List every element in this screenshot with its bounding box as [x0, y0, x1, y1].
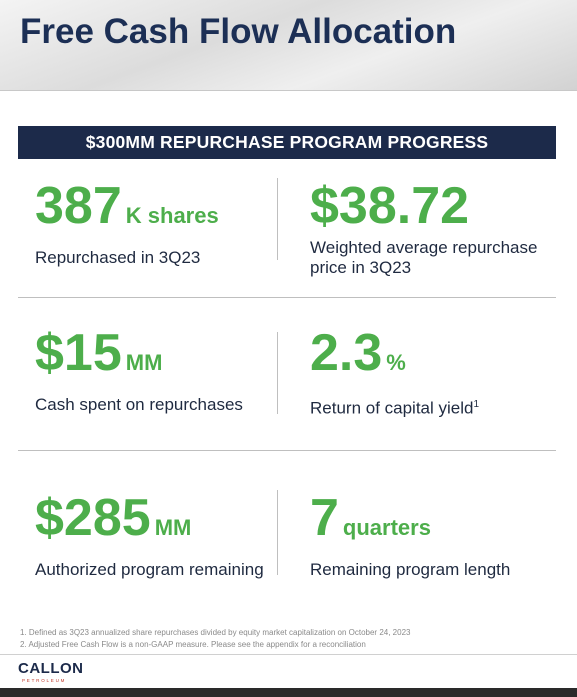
metric-value: $285: [35, 489, 151, 547]
metric: 7 quarters Remaining program length: [310, 490, 560, 580]
description-text: Cash spent on repurchases: [35, 395, 243, 414]
metric-value-line: $38.72: [310, 178, 560, 234]
divider: [18, 297, 556, 298]
metric-value: 7: [310, 489, 339, 547]
metric-description: Weighted average repurchase price in 3Q2…: [310, 238, 560, 278]
metric-description: Cash spent on repurchases: [35, 395, 275, 415]
metric-value-line: $15 MM: [35, 325, 275, 391]
metric: $285 MM Authorized program remaining: [35, 490, 275, 580]
metric-value: $38.72: [310, 177, 470, 235]
title: Free Cash Flow Allocation: [20, 12, 457, 51]
metric-value-line: 387 K shares: [35, 178, 275, 244]
footnote: 2. Adjusted Free Cash Flow is a non-GAAP…: [20, 640, 366, 649]
footnote: 1. Defined as 3Q23 annualized share repu…: [20, 628, 411, 637]
metric-description: Remaining program length: [310, 560, 560, 580]
divider: [277, 332, 278, 414]
metric-value: $15: [35, 324, 122, 382]
description-text: Authorized program remaining: [35, 560, 264, 579]
divider: [277, 490, 278, 575]
metric-value-line: $285 MM: [35, 490, 275, 556]
description-text: Weighted average repurchase price in 3Q2…: [310, 238, 538, 277]
description-text: Return of capital yield: [310, 398, 474, 418]
logo: CALLON: [18, 660, 84, 677]
description-text: Remaining program length: [310, 560, 511, 579]
header-background: [0, 0, 577, 91]
metric-value: 2.3: [310, 324, 383, 382]
footer-bar: [0, 688, 577, 697]
metric-description: Repurchased in 3Q23: [35, 248, 275, 268]
footnote-ref: 1: [473, 399, 480, 410]
description-text: Repurchased in 3Q23: [35, 248, 201, 267]
metric-description: Authorized program remaining: [35, 560, 275, 580]
metric: 387 K shares Repurchased in 3Q23: [35, 178, 275, 268]
metric-unit: K shares: [125, 203, 219, 228]
metric-description: Return of capital yield1: [310, 395, 560, 419]
footer-line: [0, 654, 577, 655]
divider: [18, 450, 556, 451]
metric-unit: quarters: [342, 515, 431, 540]
metric-unit: MM: [154, 515, 192, 540]
banner: $300MM REPURCHASE PROGRAM PROGRESS: [18, 126, 556, 159]
metric: 2.3% Return of capital yield1: [310, 325, 560, 419]
metric-value-line: 2.3%: [310, 325, 560, 391]
logo-subtitle: PETROLEUM: [22, 678, 67, 683]
divider: [277, 178, 278, 260]
metric-value-line: 7 quarters: [310, 490, 560, 556]
metric-unit: MM: [125, 350, 163, 375]
metric-value: 387: [35, 177, 122, 235]
metric-unit: %: [386, 350, 406, 375]
metric: $38.72 Weighted average repurchase price …: [310, 178, 560, 278]
metric: $15 MM Cash spent on repurchases: [35, 325, 275, 415]
